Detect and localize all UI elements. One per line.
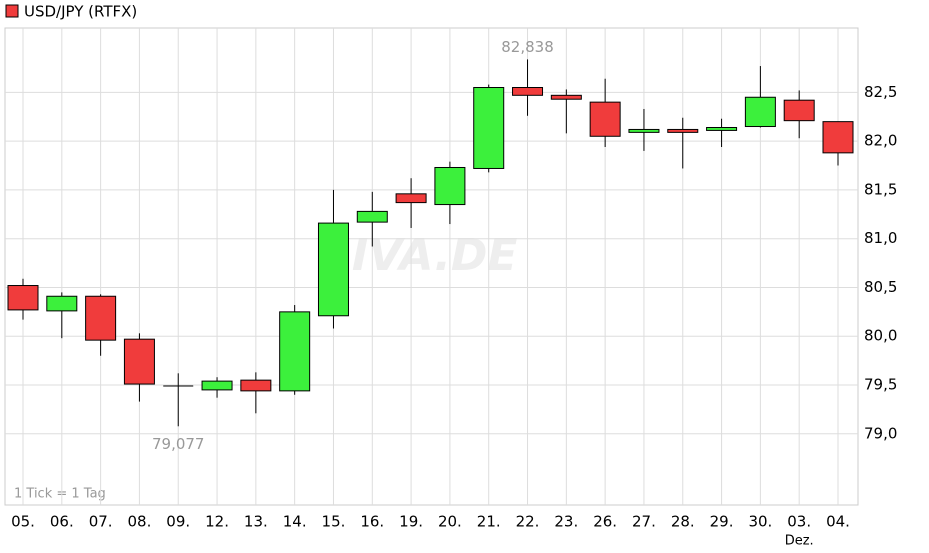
x-tick-label: 30. — [748, 513, 772, 531]
legend-swatch — [5, 4, 19, 18]
x-tick-label: 16. — [360, 513, 384, 531]
candle-body — [279, 311, 311, 392]
candle-body — [744, 96, 776, 128]
candle-body — [589, 101, 621, 137]
candle-body — [473, 87, 505, 169]
x-sublabel: Dez. — [785, 534, 814, 549]
legend-label: USD/JPY (RTFX) — [24, 3, 137, 21]
x-tick-label: 15. — [322, 513, 346, 531]
x-tick-label: 13. — [244, 513, 268, 531]
y-tick-label: 82,0 — [864, 132, 897, 150]
candle-body — [46, 295, 78, 312]
x-tick-label: 20. — [438, 513, 462, 531]
candle-body — [240, 379, 272, 392]
x-tick-label: 21. — [477, 513, 501, 531]
x-tick-label: 29. — [710, 513, 734, 531]
candle-body — [628, 128, 660, 133]
candle-body — [356, 210, 388, 223]
y-tick-label: 79,0 — [864, 424, 897, 442]
candle-body — [201, 380, 233, 391]
plot-frame — [4, 27, 859, 506]
min-annotation: 79,077 — [152, 435, 205, 453]
candle-body — [667, 128, 699, 133]
y-tick-label: 80,5 — [864, 278, 897, 296]
max-annotation: 82,838 — [501, 38, 554, 56]
x-tick-label: 05. — [11, 513, 35, 531]
candle-body — [822, 121, 854, 154]
candle-body — [85, 295, 117, 341]
candle-body — [123, 338, 155, 385]
y-tick-label: 80,0 — [864, 327, 897, 345]
candle-body — [395, 193, 427, 204]
candle-body — [317, 222, 349, 317]
candle-body — [550, 94, 582, 100]
candle-body — [706, 126, 738, 131]
x-tick-label: 26. — [593, 513, 617, 531]
x-tick-label: 22. — [516, 513, 540, 531]
x-tick-label: 08. — [127, 513, 151, 531]
x-tick-label: 28. — [671, 513, 695, 531]
x-tick-label: 07. — [89, 513, 113, 531]
x-tick-label: 06. — [50, 513, 74, 531]
y-tick-label: 81,0 — [864, 229, 897, 247]
x-tick-label: 09. — [166, 513, 190, 531]
candle-body — [783, 99, 815, 122]
candle-body — [512, 87, 544, 96]
y-tick-label: 81,5 — [864, 180, 897, 198]
x-tick-label: 19. — [399, 513, 423, 531]
x-tick-label: 14. — [283, 513, 307, 531]
x-tick-label: 12. — [205, 513, 229, 531]
x-tick-label: 03. — [787, 513, 811, 531]
footnote: 1 Tick = 1 Tag — [14, 487, 106, 502]
x-tick-label: 27. — [632, 513, 656, 531]
y-tick-label: 79,5 — [864, 376, 897, 394]
candle-body — [7, 285, 39, 311]
candle-body — [434, 166, 466, 206]
x-tick-label: 04. — [826, 513, 850, 531]
x-tick-label: 23. — [554, 513, 578, 531]
y-tick-label: 82,5 — [864, 83, 897, 101]
